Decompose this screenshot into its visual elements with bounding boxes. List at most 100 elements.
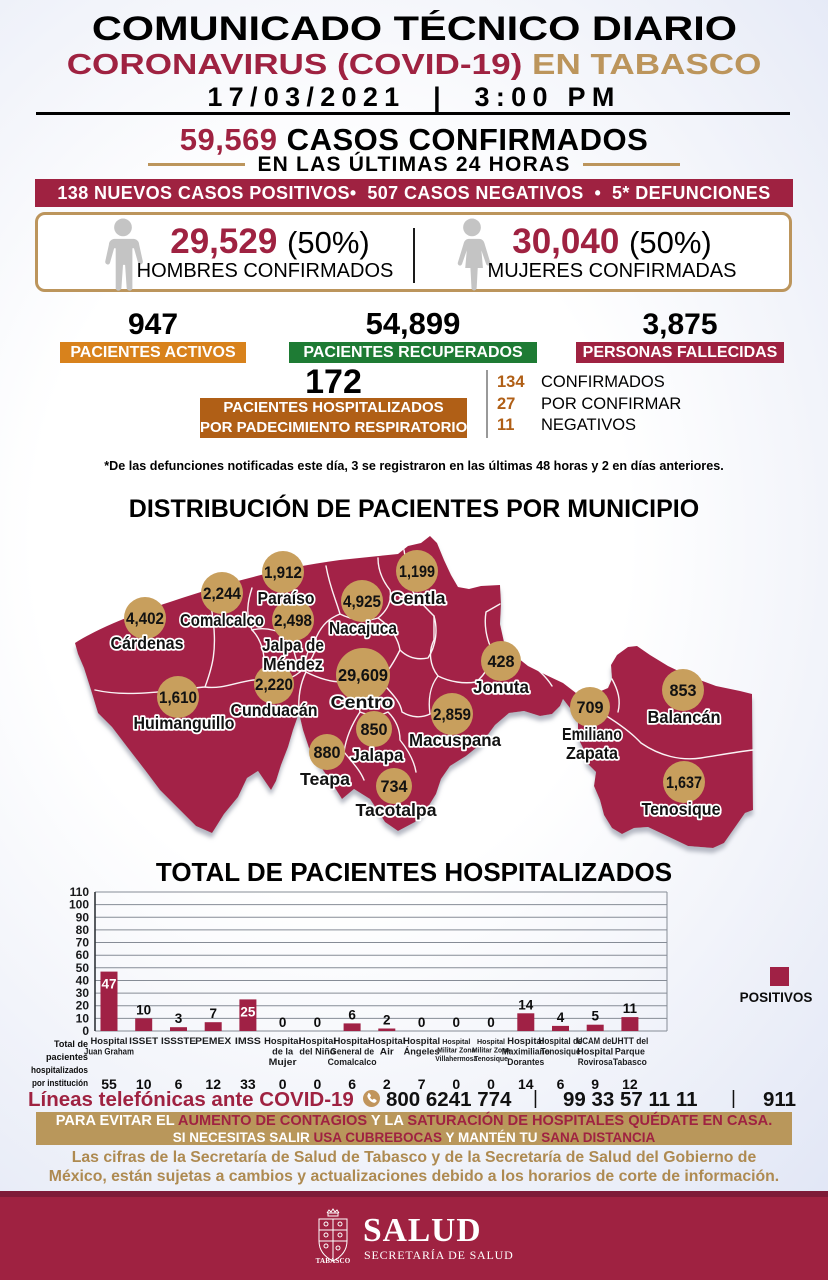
svg-text:Rovirosa: Rovirosa	[578, 1057, 613, 1067]
svg-text:9: 9	[591, 1076, 599, 1092]
svg-text:Villahermosa: Villahermosa	[435, 1054, 478, 1063]
svg-text:Emiliano: Emiliano	[562, 724, 622, 744]
svg-text:Tenosique: Tenosique	[474, 1054, 508, 1063]
svg-text:Tacotalpa: Tacotalpa	[356, 800, 437, 820]
svg-text:30: 30	[76, 986, 90, 1000]
svg-text:47: 47	[101, 977, 116, 992]
svg-text:14: 14	[518, 997, 534, 1012]
svg-text:Nacajuca: Nacajuca	[329, 618, 397, 638]
svg-text:1,199: 1,199	[399, 563, 435, 581]
svg-text:10: 10	[136, 1002, 151, 1017]
svg-text:Jonuta: Jonuta	[473, 677, 529, 697]
svg-text:por institución: por institución	[32, 1078, 88, 1089]
svg-text:2,220: 2,220	[255, 676, 293, 694]
svg-text:PEMEX: PEMEX	[195, 1036, 231, 1046]
svg-text:Hospital: Hospital	[368, 1036, 405, 1046]
svg-text:Hospital: Hospital	[264, 1036, 301, 1046]
svg-text:2: 2	[383, 1013, 391, 1028]
svg-text:3: 3	[175, 1011, 183, 1026]
svg-text:Parque: Parque	[615, 1046, 645, 1056]
svg-text:Mujer: Mujer	[269, 1057, 298, 1067]
svg-text:1,912: 1,912	[264, 564, 302, 582]
svg-text:Cunduacán: Cunduacán	[231, 700, 318, 720]
svg-text:33: 33	[240, 1076, 256, 1092]
svg-text:4,925: 4,925	[343, 593, 381, 611]
svg-text:428: 428	[488, 653, 515, 671]
svg-text:Huimanguillo: Huimanguillo	[134, 713, 235, 733]
svg-text:IMSS: IMSS	[235, 1036, 261, 1046]
svg-text:7: 7	[418, 1076, 426, 1092]
svg-text:6: 6	[557, 1076, 565, 1092]
svg-text:853: 853	[670, 682, 697, 700]
svg-text:General de: General de	[330, 1046, 374, 1056]
svg-text:Cárdenas: Cárdenas	[111, 633, 184, 653]
svg-text:Air: Air	[380, 1046, 395, 1056]
svg-text:Teapa: Teapa	[300, 769, 350, 789]
svg-text:50: 50	[76, 961, 90, 975]
svg-text:Hospital de: Hospital de	[539, 1036, 583, 1046]
svg-text:Macuspana: Macuspana	[409, 730, 501, 750]
svg-text:14: 14	[518, 1076, 534, 1092]
svg-text:Total de: Total de	[54, 1039, 88, 1050]
svg-text:734: 734	[381, 778, 409, 796]
svg-text:Tenosique: Tenosique	[541, 1046, 581, 1056]
svg-text:1,610: 1,610	[159, 689, 197, 707]
svg-text:Centro: Centro	[331, 692, 394, 712]
svg-text:20: 20	[76, 999, 90, 1013]
svg-text:2,244: 2,244	[203, 585, 242, 603]
svg-text:TABASCO: TABASCO	[316, 1257, 351, 1265]
svg-text:29,609: 29,609	[338, 665, 388, 685]
svg-text:Maximiliano: Maximiliano	[502, 1046, 551, 1056]
svg-text:55: 55	[101, 1076, 117, 1092]
svg-text:Méndez: Méndez	[263, 654, 323, 674]
svg-text:10: 10	[76, 1011, 90, 1025]
svg-text:Tenosique: Tenosique	[642, 799, 721, 819]
svg-text:880: 880	[314, 744, 341, 762]
svg-text:Militar Zona: Militar Zona	[472, 1046, 511, 1055]
svg-text:Jalpa de: Jalpa de	[262, 635, 324, 655]
svg-text:Militar Zona: Militar Zona	[437, 1046, 476, 1055]
svg-text:ISSET: ISSET	[129, 1036, 159, 1046]
svg-text:80: 80	[76, 923, 90, 937]
svg-text:0: 0	[279, 1076, 287, 1092]
svg-text:Centla: Centla	[391, 588, 446, 608]
svg-text:pacientes: pacientes	[46, 1052, 88, 1063]
svg-text:Ángeles: Ángeles	[404, 1046, 440, 1056]
svg-text:4: 4	[557, 1010, 565, 1025]
svg-text:6: 6	[175, 1076, 183, 1092]
svg-text:100: 100	[69, 898, 89, 912]
svg-text:Hospital: Hospital	[299, 1036, 336, 1046]
svg-text:hospitalizados: hospitalizados	[31, 1065, 88, 1076]
svg-text:6: 6	[348, 1076, 356, 1092]
svg-text:Juan Graham: Juan Graham	[84, 1046, 134, 1056]
svg-text:90: 90	[76, 910, 90, 924]
svg-text:0: 0	[314, 1015, 322, 1030]
svg-text:Zapata: Zapata	[566, 743, 618, 763]
svg-text:10: 10	[136, 1076, 152, 1092]
svg-text:40: 40	[76, 974, 90, 988]
svg-text:0: 0	[487, 1015, 495, 1030]
svg-text:Tabasco: Tabasco	[613, 1057, 648, 1067]
svg-text:0: 0	[453, 1015, 461, 1030]
svg-text:de la: de la	[272, 1046, 293, 1056]
svg-text:0: 0	[452, 1076, 460, 1092]
svg-text:70: 70	[76, 936, 90, 950]
svg-text:25: 25	[240, 1004, 256, 1019]
svg-text:Hospital: Hospital	[442, 1037, 470, 1046]
svg-text:Hospital: Hospital	[507, 1036, 544, 1046]
svg-text:5: 5	[591, 1009, 599, 1024]
svg-text:2,498: 2,498	[274, 612, 312, 630]
svg-text:ISSSTE: ISSSTE	[161, 1036, 196, 1046]
svg-text:Comalcalco: Comalcalco	[180, 610, 264, 630]
svg-text:0: 0	[418, 1015, 426, 1030]
svg-text:Balancán: Balancán	[648, 707, 721, 727]
svg-text:0: 0	[82, 1024, 89, 1038]
svg-text:6: 6	[348, 1007, 356, 1022]
svg-text:0: 0	[314, 1076, 322, 1092]
svg-text:Hospital: Hospital	[334, 1036, 371, 1046]
svg-text:Hospital: Hospital	[403, 1036, 440, 1046]
svg-text:del Niño: del Niño	[299, 1046, 336, 1056]
svg-text:Hospital: Hospital	[477, 1037, 505, 1046]
svg-text:110: 110	[70, 885, 90, 899]
svg-text:Dorantes: Dorantes	[507, 1057, 544, 1067]
